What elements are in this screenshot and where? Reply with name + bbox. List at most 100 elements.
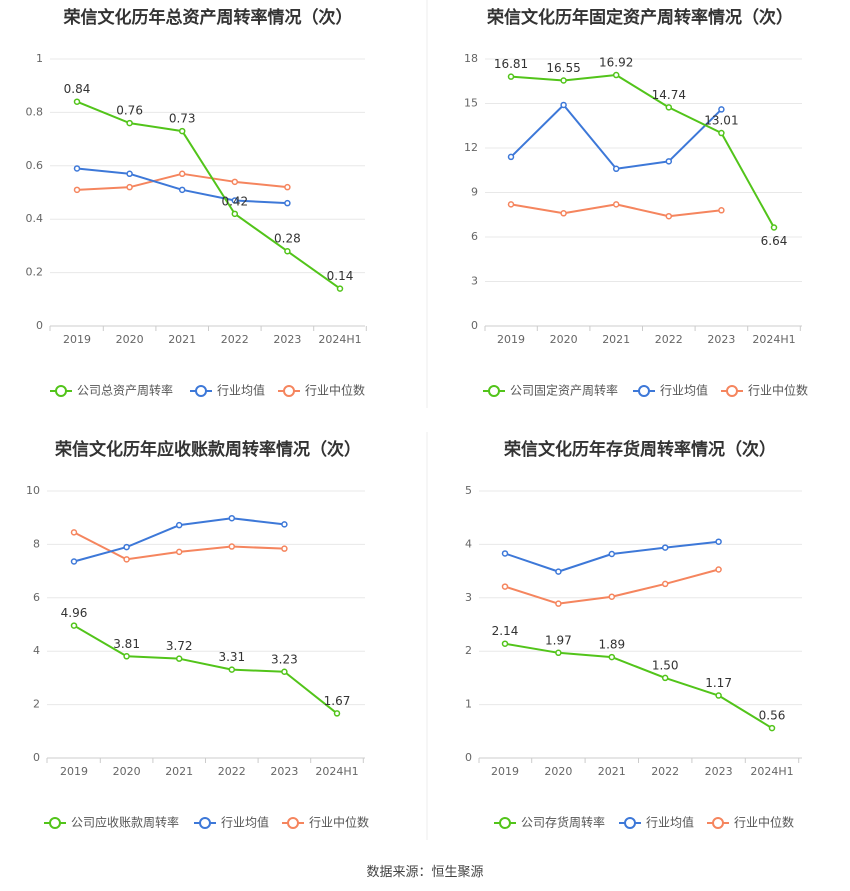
legend-item[interactable]: 公司应收账款周转率: [44, 815, 179, 830]
data-point[interactable]: [175, 655, 183, 662]
data-point[interactable]: [228, 543, 236, 550]
data-label: 0.28: [274, 232, 301, 246]
data-point[interactable]: [555, 649, 562, 657]
y-tick-label: 0: [33, 751, 40, 764]
data-point[interactable]: [228, 666, 236, 673]
data-point[interactable]: [333, 710, 341, 717]
legend-label: 行业均值: [646, 815, 694, 830]
data-point[interactable]: [228, 514, 236, 522]
data-point[interactable]: [560, 210, 567, 217]
data-point[interactable]: [715, 566, 722, 573]
legend-marker-icon: [638, 385, 650, 397]
data-point[interactable]: [560, 77, 567, 84]
legend-marker-icon: [712, 817, 724, 829]
chart-panel: 荣信文化历年应收账款周转率情况（次） 0 2 4 6 8 10 2019 2020 2021 202…: [26, 439, 369, 830]
y-tick-label: 1: [465, 698, 472, 711]
data-point[interactable]: [661, 544, 669, 551]
data-point[interactable]: [178, 186, 186, 194]
x-tick-label: 2020: [116, 333, 144, 346]
data-point[interactable]: [768, 724, 776, 732]
y-tick-label: 2: [465, 644, 472, 657]
data-point[interactable]: [73, 165, 81, 172]
legend-item[interactable]: 行业中位数: [282, 815, 369, 830]
data-point[interactable]: [126, 183, 133, 191]
legend-item[interactable]: 行业均值: [194, 815, 269, 830]
data-label: 1.97: [545, 633, 572, 647]
legend-item[interactable]: 行业均值: [619, 815, 694, 830]
data-point[interactable]: [715, 538, 722, 545]
x-tick-label: 2022: [221, 333, 249, 346]
data-point[interactable]: [284, 199, 291, 207]
data-point[interactable]: [718, 106, 725, 113]
data-point[interactable]: [715, 692, 722, 699]
data-point[interactable]: [231, 178, 239, 186]
data-point[interactable]: [665, 104, 673, 111]
data-point[interactable]: [560, 101, 567, 109]
data-point[interactable]: [718, 207, 725, 214]
data-point[interactable]: [661, 674, 669, 682]
data-point[interactable]: [175, 548, 183, 556]
data-point[interactable]: [123, 653, 130, 660]
legend-item[interactable]: 公司总资产周转率: [50, 383, 173, 398]
data-point[interactable]: [73, 98, 81, 105]
legend-item[interactable]: 行业中位数: [707, 815, 794, 830]
data-point[interactable]: [507, 201, 515, 208]
data-point[interactable]: [231, 210, 239, 218]
data-point[interactable]: [284, 247, 291, 255]
data-point[interactable]: [336, 285, 344, 292]
data-point[interactable]: [178, 127, 186, 135]
data-point[interactable]: [608, 653, 616, 661]
legend-item[interactable]: 行业均值: [633, 383, 708, 398]
data-point[interactable]: [70, 529, 78, 536]
legend-label: 行业中位数: [305, 383, 365, 398]
data-point[interactable]: [281, 668, 288, 676]
data-point[interactable]: [608, 550, 616, 558]
data-point[interactable]: [175, 521, 183, 529]
data-point[interactable]: [555, 568, 562, 575]
legend-item[interactable]: 公司存货周转率: [494, 815, 605, 830]
data-point[interactable]: [281, 545, 288, 552]
data-point[interactable]: [123, 543, 130, 551]
data-point[interactable]: [507, 73, 515, 80]
data-point[interactable]: [507, 153, 515, 161]
data-point[interactable]: [123, 556, 130, 563]
data-point[interactable]: [608, 593, 616, 600]
data-point[interactable]: [501, 583, 509, 590]
data-point[interactable]: [501, 550, 509, 557]
x-tick-label: 2024H1: [750, 765, 793, 778]
data-point[interactable]: [612, 201, 620, 208]
data-point[interactable]: [501, 640, 509, 647]
data-point[interactable]: [665, 212, 673, 220]
data-point[interactable]: [178, 170, 186, 178]
data-point[interactable]: [665, 158, 673, 165]
series-2: [501, 566, 722, 607]
legend-item[interactable]: 行业中位数: [278, 383, 365, 398]
data-label: 3.23: [271, 652, 298, 666]
legend-item[interactable]: 行业均值: [190, 383, 265, 398]
data-point[interactable]: [770, 224, 778, 231]
data-label: 14.74: [652, 88, 686, 102]
data-point[interactable]: [281, 521, 288, 528]
data-point[interactable]: [126, 119, 133, 127]
data-label: 0.14: [327, 269, 354, 283]
x-tick-label: 2019: [63, 333, 91, 346]
data-point[interactable]: [70, 622, 78, 629]
chart-title: 荣信文化历年总资产周转率情况（次）: [63, 7, 353, 28]
x-tick-label: 2022: [651, 765, 679, 778]
series-2: [507, 201, 725, 220]
data-point[interactable]: [612, 165, 620, 173]
data-point[interactable]: [73, 186, 81, 194]
data-label: 6.64: [761, 234, 788, 248]
legend-item[interactable]: 行业中位数: [721, 383, 808, 398]
data-point[interactable]: [70, 558, 78, 565]
data-point[interactable]: [612, 71, 620, 79]
data-point[interactable]: [126, 170, 133, 178]
data-point[interactable]: [284, 183, 291, 191]
legend-item[interactable]: 公司固定资产周转率: [483, 383, 618, 398]
x-tick-label: 2019: [60, 765, 88, 778]
data-point[interactable]: [555, 600, 562, 607]
y-tick-label: 0: [471, 319, 478, 332]
data-point[interactable]: [718, 129, 725, 137]
data-point[interactable]: [661, 580, 669, 588]
data-point[interactable]: [231, 197, 239, 204]
